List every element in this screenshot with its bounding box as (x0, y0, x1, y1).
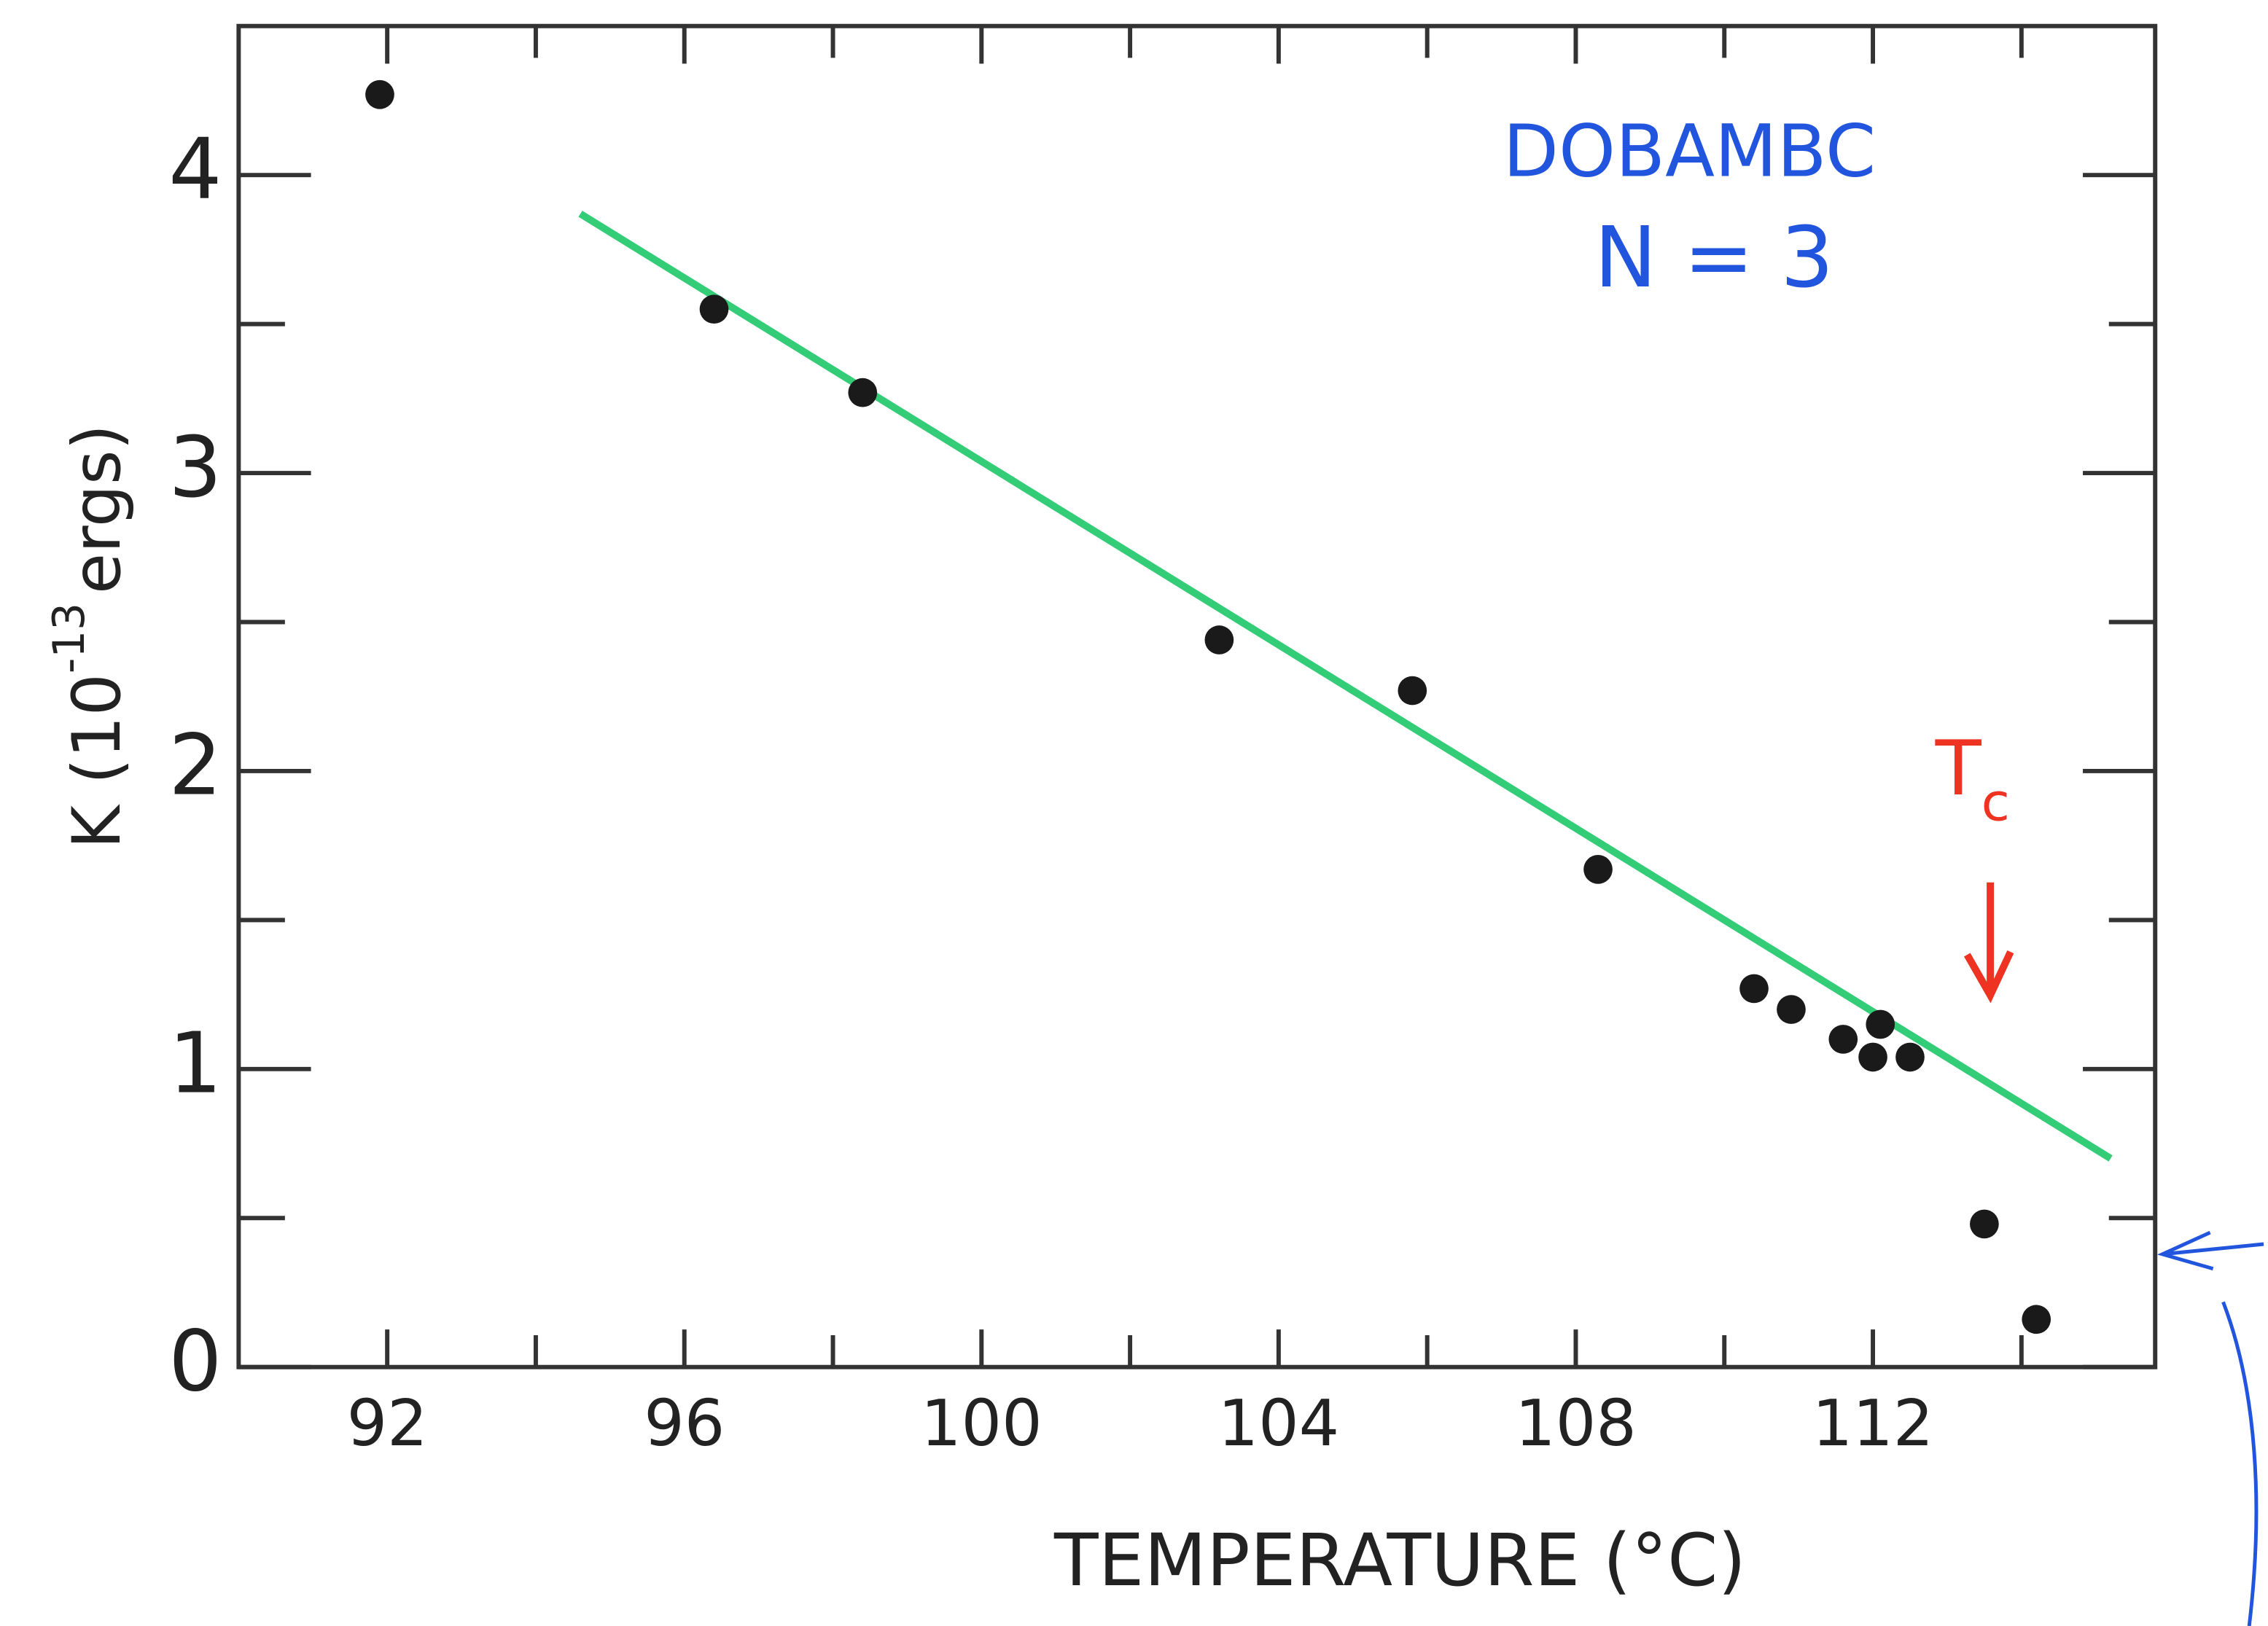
x-tick-label: 100 (921, 1386, 1043, 1461)
annotation-text: T (1935, 725, 1982, 813)
y-tick-label: 4 (168, 121, 222, 219)
chart-title: DOBAMBC (1503, 110, 1877, 194)
data-point (1828, 1025, 1858, 1054)
annotation-sub: c (1981, 772, 2010, 832)
y-tick-label: 1 (168, 1015, 222, 1113)
y-label-main: K (10 (58, 673, 136, 849)
x-axis-label: TEMPERATURE (°C) (1053, 1519, 1746, 1603)
data-point (1777, 995, 1806, 1024)
y-tick-label: 2 (168, 717, 222, 815)
data-point (1970, 1209, 1999, 1239)
data-point (1866, 1009, 1895, 1039)
x-tick-label: 104 (1218, 1386, 1340, 1461)
data-point (1583, 855, 1613, 884)
y-tick-label: 0 (168, 1313, 222, 1410)
data-point (2022, 1305, 2051, 1334)
data-point (365, 79, 394, 109)
tc-arrow (1964, 882, 2014, 1004)
data-point (1858, 1042, 1887, 1072)
blue-arrow-shaft (2162, 1242, 2264, 1256)
x-tick-label: 92 (347, 1386, 428, 1461)
y-tick-label: 3 (168, 419, 222, 517)
y-axis-label: K (10-13 ergs) (44, 424, 135, 849)
data-point (699, 294, 729, 324)
fit-line (578, 211, 2113, 1162)
data-point (1895, 1042, 1925, 1072)
data-point (1204, 625, 1234, 654)
x-tick-label: 112 (1812, 1386, 1934, 1461)
annotation: Tc (1935, 725, 2010, 832)
data-point (1739, 974, 1769, 1004)
blue-arrow-head (2156, 1230, 2214, 1271)
blue-curve (2221, 1301, 2259, 1626)
blue-arrow (2156, 1230, 2264, 1626)
chart-subtitle: N = 3 (1594, 209, 1834, 307)
plot-frame (236, 23, 2158, 1369)
y-label-unit: ergs) (58, 424, 136, 594)
x-tick-label: 96 (644, 1386, 725, 1461)
arrow-head (1964, 950, 2014, 1004)
x-tick-label: 108 (1515, 1386, 1637, 1461)
data-point (1398, 676, 1427, 705)
y-label-sup: -13 (44, 603, 95, 673)
data-point (848, 378, 878, 407)
